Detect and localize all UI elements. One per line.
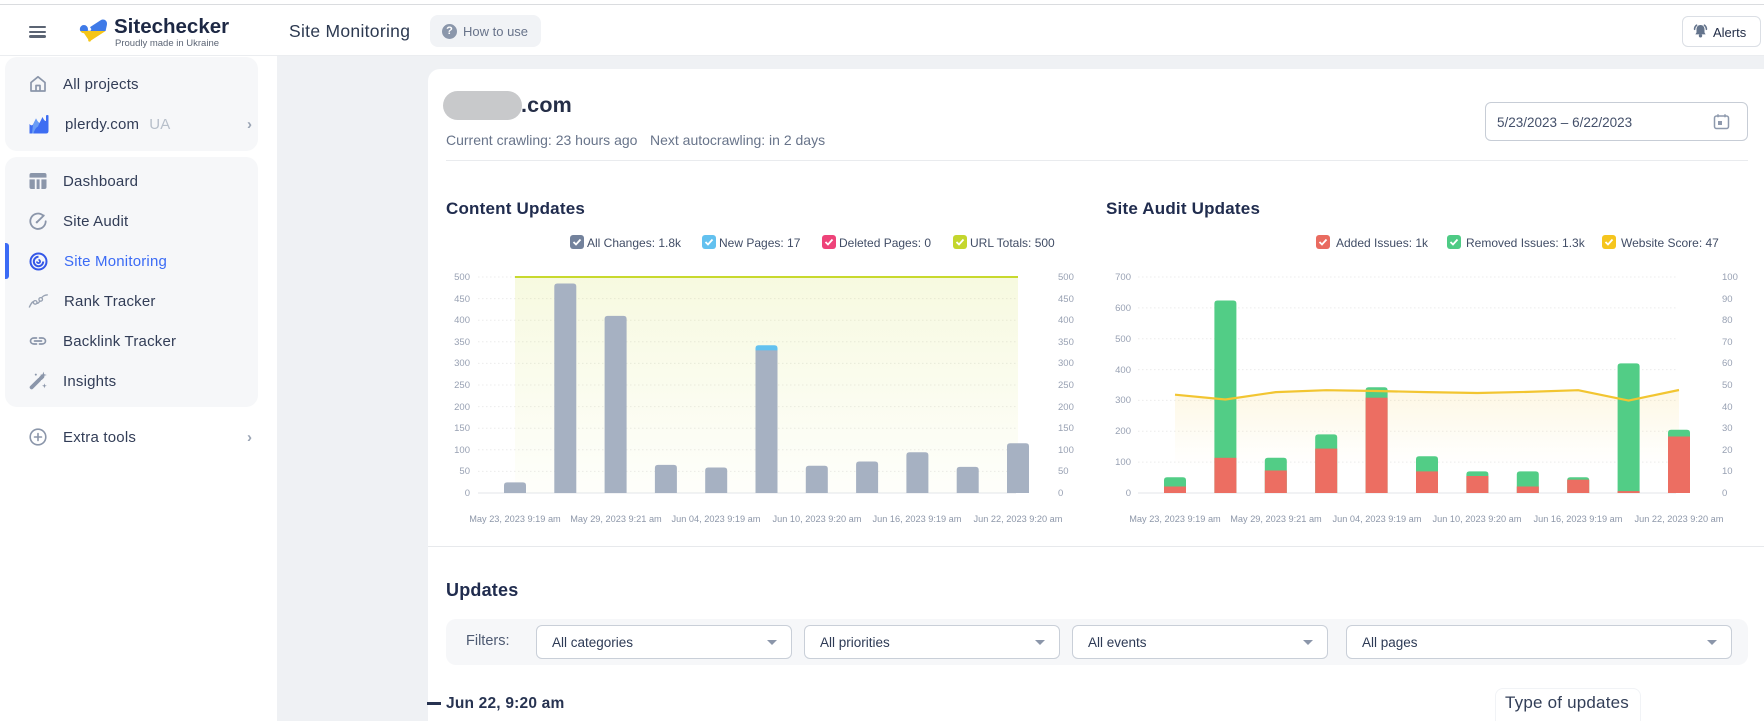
svg-text:400: 400	[1058, 315, 1074, 326]
svg-text:600: 600	[1115, 303, 1131, 314]
svg-text:Jun 04, 2023 9:19 am: Jun 04, 2023 9:19 am	[672, 514, 761, 524]
svg-text:60: 60	[1722, 358, 1733, 369]
svg-text:70: 70	[1722, 337, 1733, 348]
svg-text:200: 200	[1058, 402, 1074, 413]
svg-text:150: 150	[1058, 423, 1074, 434]
svg-text:100: 100	[1115, 457, 1131, 468]
svg-text:300: 300	[1058, 358, 1074, 369]
svg-text:90: 90	[1722, 294, 1733, 305]
svg-text:Jun 22, 2023 9:20 am: Jun 22, 2023 9:20 am	[974, 514, 1063, 524]
svg-text:May 23, 2023 9:19 am: May 23, 2023 9:19 am	[1129, 514, 1221, 524]
svg-text:400: 400	[454, 315, 470, 326]
svg-text:Jun 10, 2023 9:20 am: Jun 10, 2023 9:20 am	[773, 514, 862, 524]
svg-text:200: 200	[454, 402, 470, 413]
svg-text:100: 100	[1722, 272, 1738, 283]
svg-text:100: 100	[1058, 445, 1074, 456]
svg-text:0: 0	[1126, 488, 1131, 499]
svg-text:May 23, 2023 9:19 am: May 23, 2023 9:19 am	[469, 514, 561, 524]
svg-text:500: 500	[454, 272, 470, 283]
svg-text:500: 500	[1058, 272, 1074, 283]
svg-text:May 29, 2023 9:21 am: May 29, 2023 9:21 am	[1230, 514, 1322, 524]
svg-text:40: 40	[1722, 402, 1733, 413]
svg-text:300: 300	[454, 358, 470, 369]
svg-text:Jun 10, 2023 9:20 am: Jun 10, 2023 9:20 am	[1433, 514, 1522, 524]
svg-text:250: 250	[1058, 380, 1074, 391]
svg-text:May 29, 2023 9:21 am: May 29, 2023 9:21 am	[570, 514, 662, 524]
svg-text:80: 80	[1722, 315, 1733, 326]
svg-text:200: 200	[1115, 426, 1131, 437]
svg-text:350: 350	[454, 337, 470, 348]
svg-text:250: 250	[454, 380, 470, 391]
svg-text:500: 500	[1115, 334, 1131, 345]
svg-text:Jun 16, 2023 9:19 am: Jun 16, 2023 9:19 am	[1534, 514, 1623, 524]
svg-text:0: 0	[1058, 488, 1063, 499]
svg-text:30: 30	[1722, 423, 1733, 434]
svg-text:450: 450	[454, 294, 470, 305]
svg-text:20: 20	[1722, 445, 1733, 456]
svg-text:0: 0	[465, 488, 470, 499]
svg-text:10: 10	[1722, 466, 1733, 477]
svg-text:100: 100	[454, 445, 470, 456]
svg-text:0: 0	[1722, 488, 1727, 499]
svg-text:50: 50	[1722, 380, 1733, 391]
svg-text:350: 350	[1058, 337, 1074, 348]
svg-text:Jun 16, 2023 9:19 am: Jun 16, 2023 9:19 am	[873, 514, 962, 524]
svg-text:400: 400	[1115, 365, 1131, 376]
svg-text:50: 50	[1058, 466, 1069, 477]
svg-text:150: 150	[454, 423, 470, 434]
svg-text:300: 300	[1115, 395, 1131, 406]
svg-text:Jun 22, 2023 9:20 am: Jun 22, 2023 9:20 am	[1635, 514, 1724, 524]
svg-text:Jun 04, 2023 9:19 am: Jun 04, 2023 9:19 am	[1333, 514, 1422, 524]
svg-text:450: 450	[1058, 294, 1074, 305]
svg-text:50: 50	[459, 466, 470, 477]
svg-text:700: 700	[1115, 272, 1131, 283]
